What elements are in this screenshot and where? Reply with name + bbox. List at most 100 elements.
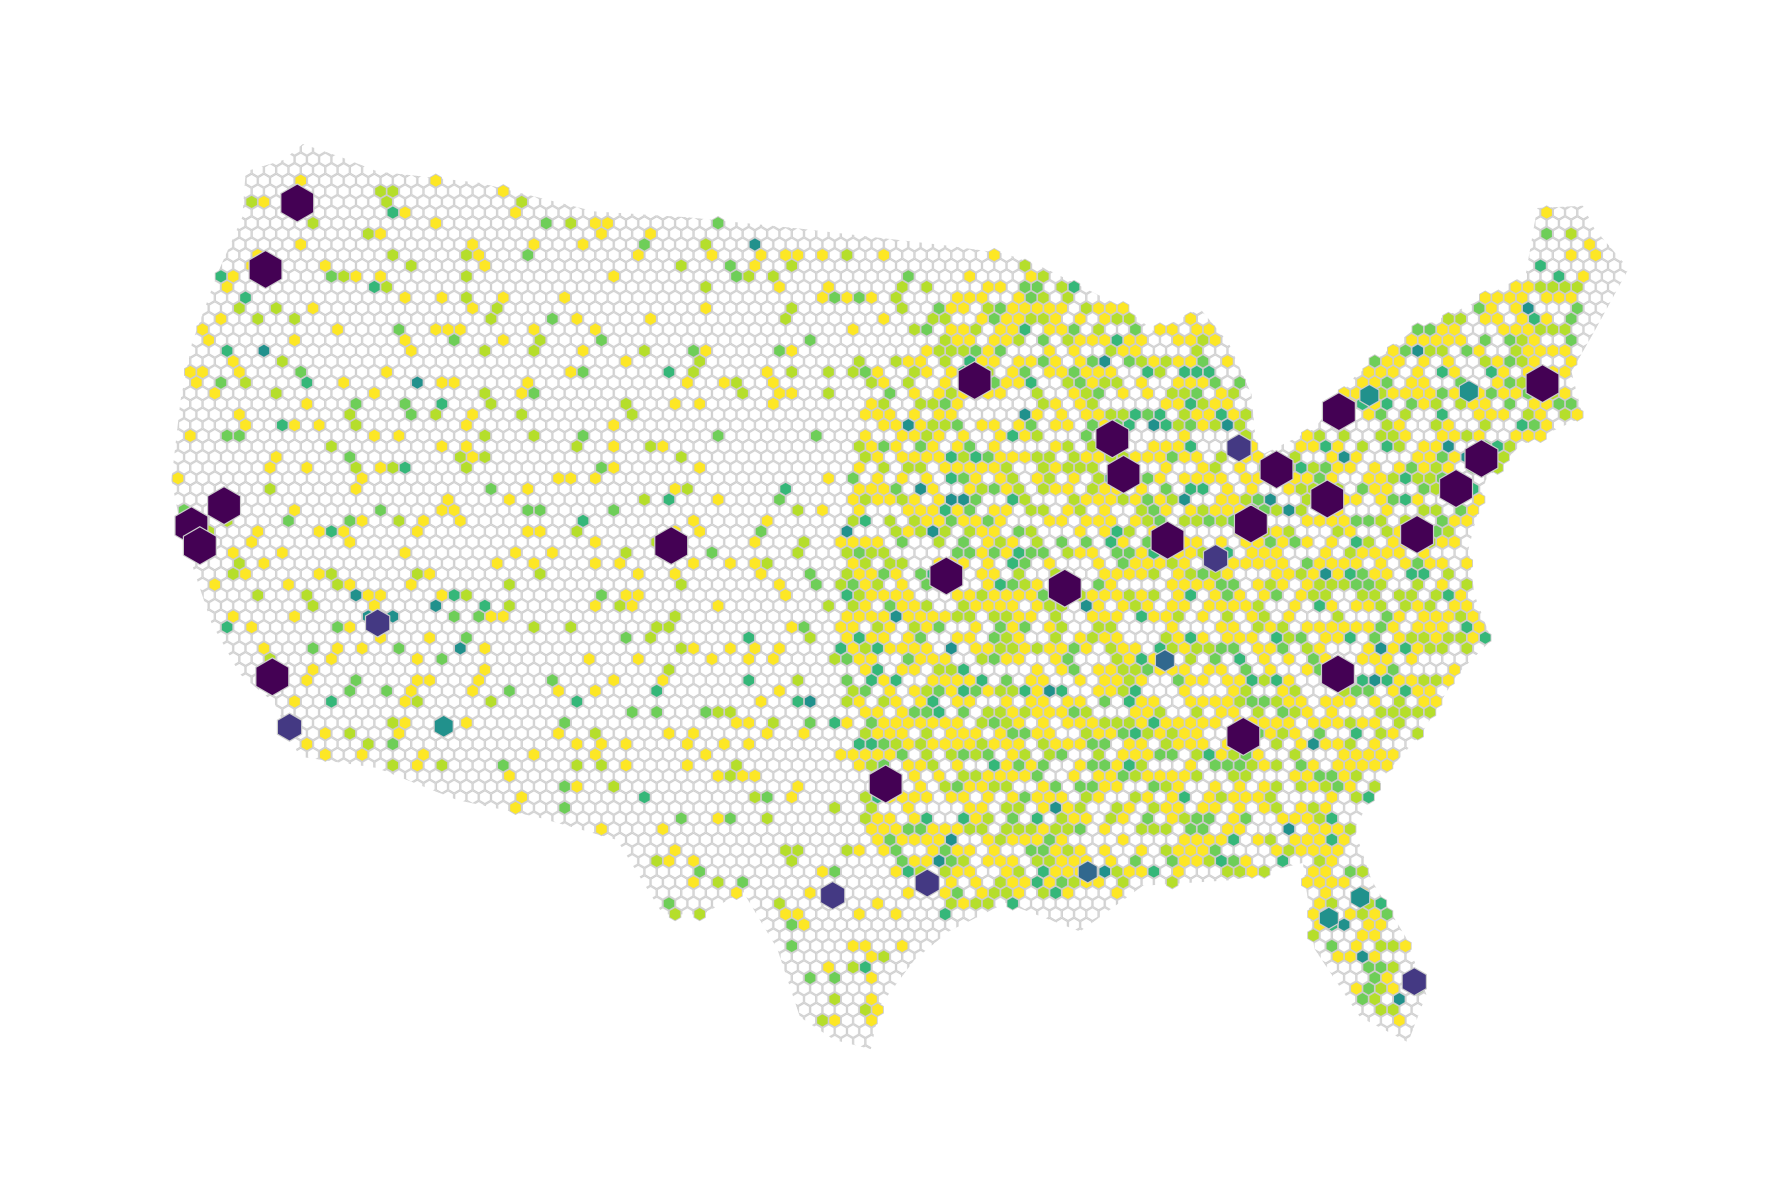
- hex: [1227, 811, 1240, 826]
- hex: [582, 651, 596, 667]
- hex: [1307, 843, 1320, 858]
- hex: [871, 407, 884, 422]
- hex: [398, 460, 412, 475]
- hex: [1202, 513, 1216, 528]
- hex: [558, 800, 571, 815]
- hex: [1209, 843, 1222, 858]
- hex: [883, 641, 897, 656]
- hex: [1061, 821, 1075, 837]
- hex: [374, 269, 387, 284]
- hex: [1276, 641, 1289, 656]
- hex: [1024, 290, 1038, 305]
- hex: [1006, 534, 1019, 550]
- hex: [1227, 492, 1240, 507]
- hex: [1221, 821, 1234, 837]
- hex: [846, 683, 860, 699]
- hex: [957, 747, 970, 762]
- hex: [748, 237, 762, 252]
- hex: [1215, 619, 1228, 635]
- hex: [1215, 577, 1228, 592]
- hex: [521, 375, 535, 390]
- hex: [957, 662, 970, 677]
- hex: [1037, 354, 1050, 369]
- hex: [1233, 800, 1246, 815]
- hex: [1184, 736, 1197, 752]
- hex: [1558, 364, 1572, 380]
- hex: [895, 428, 909, 443]
- hex: [1344, 630, 1357, 645]
- hex: [1049, 481, 1062, 497]
- hex: [932, 428, 946, 443]
- hex: [1116, 747, 1130, 762]
- hex: [1043, 747, 1056, 762]
- hex: [662, 492, 676, 507]
- hex: [1429, 588, 1443, 603]
- hex: [1147, 354, 1161, 369]
- hex: [1460, 556, 1474, 571]
- hex: [902, 503, 915, 518]
- hex: [1337, 619, 1351, 635]
- hex: [1264, 492, 1277, 507]
- hex: [1031, 683, 1044, 699]
- hex: [1436, 322, 1449, 337]
- hex: [871, 449, 884, 465]
- hex: [760, 513, 774, 528]
- hex: [1251, 790, 1265, 805]
- hex: [699, 343, 712, 358]
- hex: [1251, 832, 1265, 847]
- hex: [503, 577, 516, 592]
- hex: [1233, 694, 1246, 709]
- hex: [1393, 354, 1406, 369]
- hex: [1417, 460, 1431, 475]
- hex: [951, 864, 964, 879]
- hex: [1092, 577, 1105, 592]
- city-hex: [255, 657, 290, 697]
- hex: [638, 237, 651, 252]
- hex: [1061, 332, 1075, 348]
- hex: [914, 715, 927, 730]
- hex: [1558, 279, 1572, 295]
- hex: [988, 715, 1001, 730]
- hex: [429, 407, 442, 422]
- hex: [1129, 322, 1142, 337]
- hex: [460, 630, 473, 645]
- hex: [1049, 779, 1062, 794]
- hex: [1515, 290, 1529, 305]
- hex: [1356, 439, 1369, 454]
- hex: [895, 641, 909, 656]
- hex: [1264, 534, 1277, 550]
- hex: [724, 258, 737, 273]
- hex: [552, 683, 565, 699]
- hex: [1012, 630, 1026, 645]
- hex: [1006, 832, 1019, 847]
- hex: [877, 247, 890, 263]
- hex: [865, 588, 878, 603]
- hex: [1086, 736, 1099, 752]
- hex: [748, 768, 762, 784]
- hex: [1411, 556, 1424, 571]
- hex: [1362, 577, 1375, 592]
- hex: [1276, 683, 1289, 699]
- hex: [1282, 694, 1296, 709]
- hex: [1313, 853, 1326, 869]
- hex: [1092, 683, 1105, 699]
- hex: [1141, 768, 1154, 784]
- hex: [1067, 343, 1081, 358]
- hex: [1049, 354, 1062, 369]
- hex: [1368, 906, 1381, 922]
- hex: [859, 641, 872, 656]
- hex: [1135, 375, 1148, 390]
- hex: [1399, 492, 1412, 507]
- hex: [1264, 619, 1277, 635]
- hex: [570, 779, 584, 794]
- hex: [1282, 843, 1296, 858]
- hex: [1503, 354, 1516, 369]
- hex: [803, 715, 817, 730]
- hex: [1086, 354, 1099, 369]
- hex: [675, 449, 688, 465]
- hex: [1294, 800, 1308, 815]
- hex: [1288, 683, 1302, 699]
- hex: [392, 726, 406, 741]
- hex: [245, 534, 258, 550]
- hex: [1104, 853, 1118, 869]
